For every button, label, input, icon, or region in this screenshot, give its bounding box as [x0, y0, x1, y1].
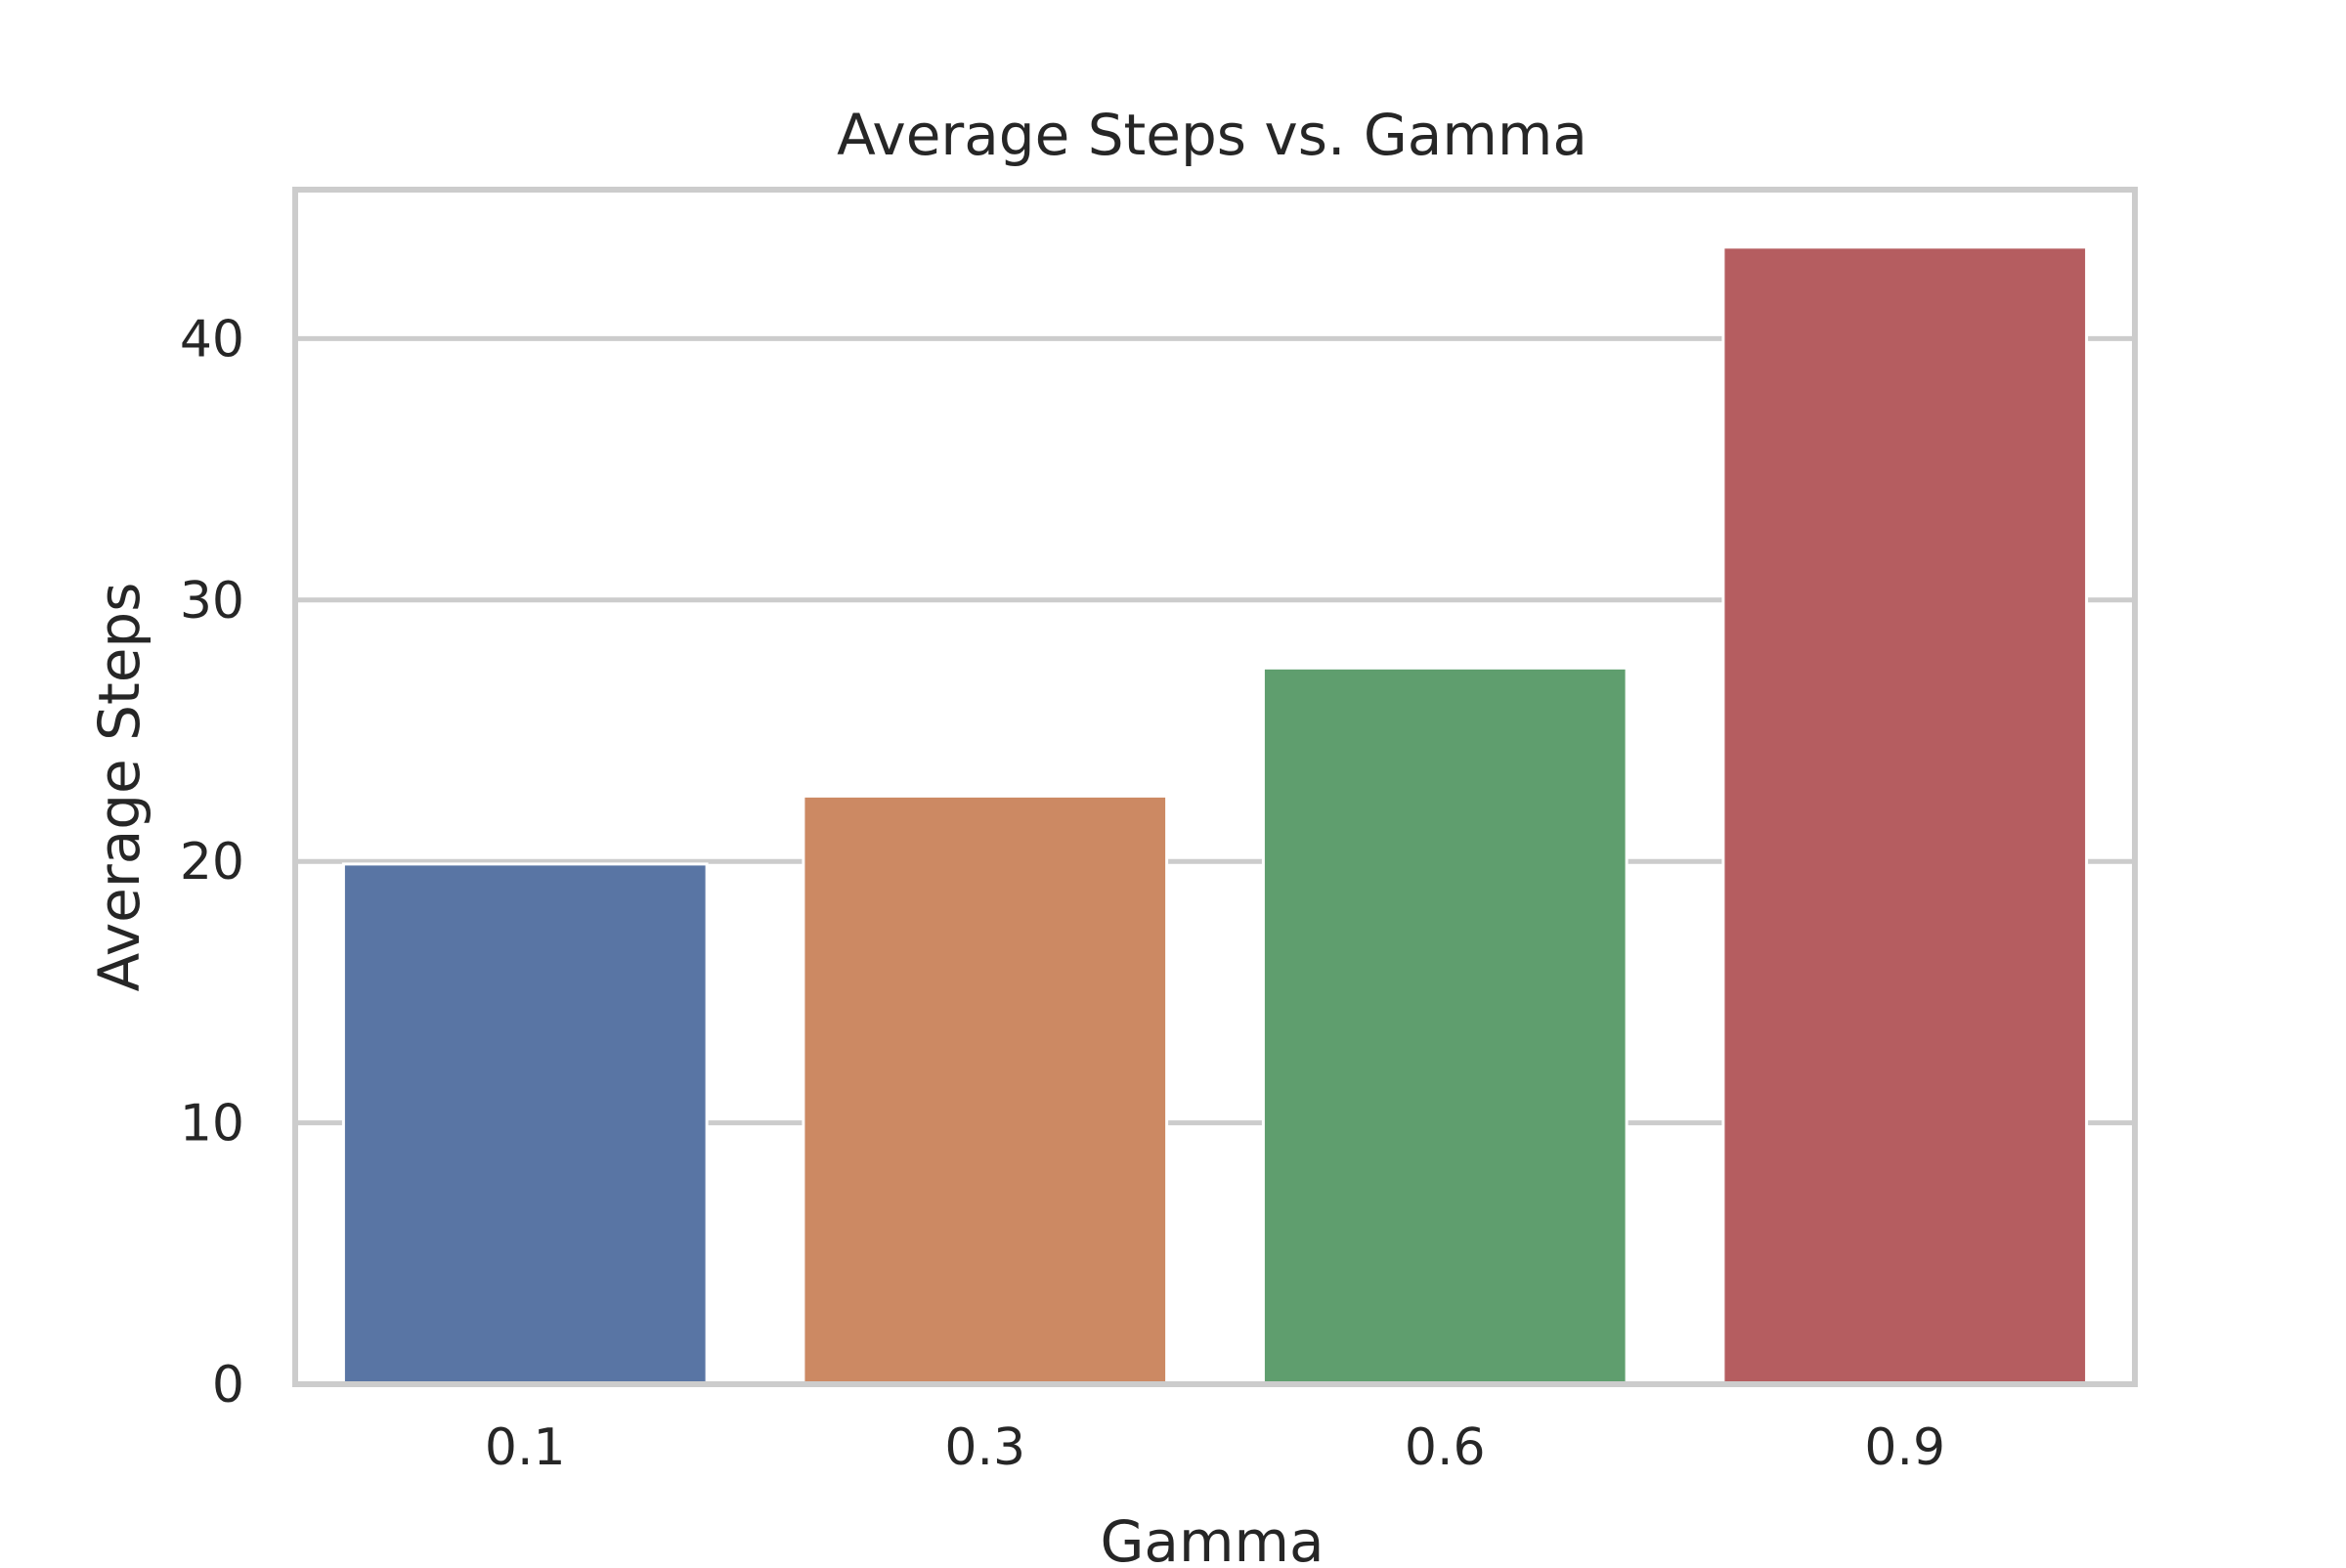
- bars: [341, 245, 2089, 1386]
- y-tick-label: 20: [180, 833, 244, 892]
- x-tick-label: 0.9: [1864, 1418, 1945, 1477]
- y-tick-label: 0: [212, 1356, 244, 1415]
- x-tick-label: 0.3: [944, 1418, 1025, 1477]
- bar-0.6: [1261, 666, 1629, 1386]
- y-tick-label: 10: [180, 1095, 244, 1154]
- y-tick-labels: 0 10 20 30 40: [180, 310, 244, 1415]
- x-tick-labels: 0.1 0.3 0.6 0.9: [485, 1418, 1945, 1477]
- chart-title: Average Steps vs. Gamma: [837, 102, 1587, 168]
- bar-0.1: [341, 862, 709, 1386]
- x-tick-label: 0.6: [1405, 1418, 1486, 1477]
- y-axis-label: Average Steps: [86, 583, 152, 992]
- x-tick-label: 0.1: [485, 1418, 566, 1477]
- y-tick-label: 30: [180, 572, 244, 631]
- bar-0.9: [1721, 245, 2089, 1386]
- bar-0.3: [802, 794, 1169, 1386]
- y-tick-label: 40: [180, 310, 244, 369]
- plot-frame: [292, 187, 2138, 1387]
- x-axis-label: Gamma: [1100, 1508, 1324, 1564]
